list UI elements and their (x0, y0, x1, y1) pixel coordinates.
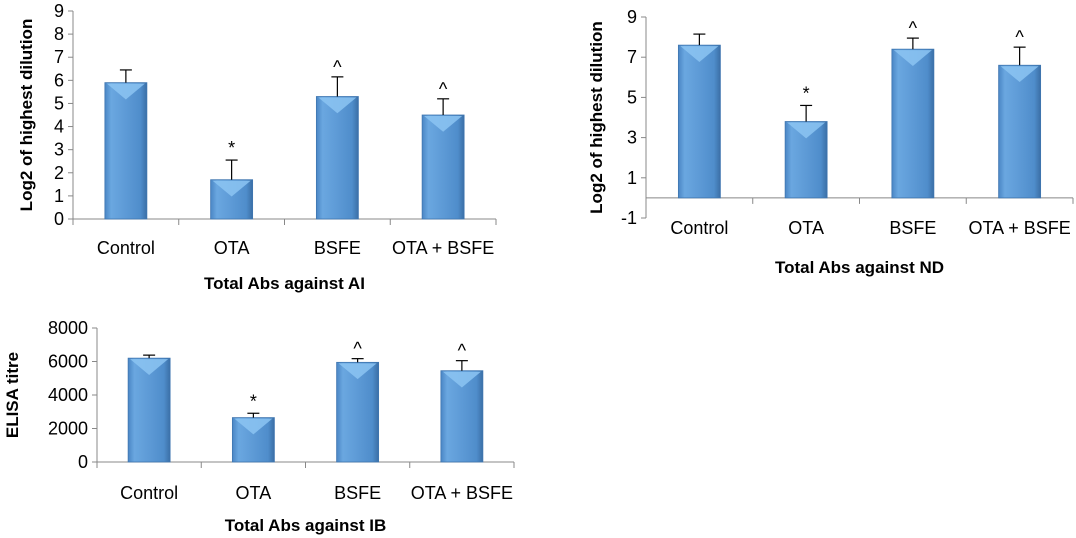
bar (998, 64, 1042, 199)
bar-bevel (787, 122, 826, 139)
bar-bevel (212, 180, 251, 197)
y-tick-label: 4 (54, 117, 64, 137)
x-tick-label: OTA + BSFE (392, 238, 494, 258)
bar-control (104, 69, 148, 220)
significance-mark: * (250, 391, 257, 411)
y-axis-title: Log2 of highest dilution (17, 19, 36, 212)
bar-bevel (424, 116, 463, 132)
x-tick-label: OTA (788, 218, 824, 238)
bar-ota-bsfe: ^ (998, 27, 1042, 199)
y-tick-label: 9 (54, 1, 64, 21)
y-tick-label: 5 (54, 93, 64, 113)
bar-bevel (338, 363, 377, 380)
bar-bevel (680, 46, 719, 62)
y-tick-label: 0 (54, 209, 64, 229)
y-tick-label: 1 (54, 186, 64, 206)
bar-bsfe: ^ (336, 339, 380, 463)
bar-ota: * (784, 83, 828, 199)
x-tick-label: OTA (214, 238, 250, 258)
x-tick-label: Control (97, 238, 155, 258)
x-tick-label: Control (120, 483, 178, 503)
bar-bevel (893, 50, 932, 66)
y-axis-title: Log2 of highest dilution (587, 21, 606, 214)
chart-2: -1 1 3 5 7 9 Control * OTA ^ BSFE ^ OTA + BSFE Total … (587, 7, 1074, 277)
x-axis-title: Total Abs against AI (204, 274, 365, 293)
bar-bevel (318, 97, 357, 114)
bar (315, 96, 359, 220)
significance-mark: * (228, 138, 235, 158)
y-tick-label: -1 (621, 208, 637, 228)
bar-bevel (130, 359, 169, 375)
bar (127, 357, 171, 463)
bar-control (127, 354, 171, 463)
x-tick-label: OTA + BSFE (411, 483, 513, 503)
significance-mark: ^ (909, 18, 918, 38)
y-tick-label: 9 (627, 7, 637, 27)
x-tick-label: BSFE (314, 238, 361, 258)
x-tick-label: OTA (236, 483, 272, 503)
bar-ota: * (210, 138, 254, 220)
y-tick-label: 5 (627, 87, 637, 107)
bar-ota: * (231, 391, 275, 463)
y-tick-label: 3 (54, 140, 64, 160)
bar-ota-bsfe: ^ (440, 341, 484, 463)
x-tick-label: Control (670, 218, 728, 238)
y-tick-label: 7 (54, 47, 64, 67)
y-tick-label: 2 (54, 163, 64, 183)
y-tick-label: 1 (627, 168, 637, 188)
significance-mark: ^ (1015, 27, 1024, 47)
bar-bevel (1000, 66, 1039, 83)
bar (891, 48, 935, 199)
x-axis-title: Total Abs against ND (775, 258, 944, 277)
x-tick-label: BSFE (889, 218, 936, 238)
bar (421, 114, 465, 220)
significance-mark: * (803, 83, 810, 103)
y-axis-title: ELISA titre (3, 352, 22, 438)
x-axis-title: Total Abs against IB (225, 516, 387, 535)
significance-mark: ^ (439, 79, 448, 99)
y-tick-label: 8000 (48, 318, 88, 338)
bar-bsfe: ^ (315, 57, 359, 220)
y-tick-label: 2000 (48, 419, 88, 439)
y-tick-label: 0 (78, 452, 88, 472)
bar-control (677, 33, 721, 199)
chart-1: 0 1 2 3 4 5 6 7 8 9 Control * OTA ^ BSFE ^ OTA + BSFE Tot… (17, 1, 497, 293)
y-tick-label: 4000 (48, 385, 88, 405)
y-tick-label: 7 (627, 47, 637, 67)
significance-mark: ^ (333, 57, 342, 77)
y-tick-label: 3 (627, 128, 637, 148)
bar (104, 82, 148, 220)
y-tick-label: 6 (54, 70, 64, 90)
significance-mark: ^ (353, 339, 362, 359)
bar-ota-bsfe: ^ (421, 79, 465, 220)
y-tick-label: 8 (54, 24, 64, 44)
bar-bevel (442, 371, 481, 388)
bar (677, 44, 721, 199)
x-tick-label: BSFE (334, 483, 381, 503)
bar-bsfe: ^ (891, 18, 935, 199)
x-tick-label: OTA + BSFE (969, 218, 1071, 238)
chart-3: 0 2000 4000 6000 8000 Control * OTA ^ BSFE ^ OTA + … (3, 318, 515, 535)
y-tick-label: 6000 (48, 352, 88, 372)
significance-mark: ^ (458, 341, 467, 361)
bar-bevel (234, 418, 273, 435)
bar-bevel (106, 83, 145, 100)
